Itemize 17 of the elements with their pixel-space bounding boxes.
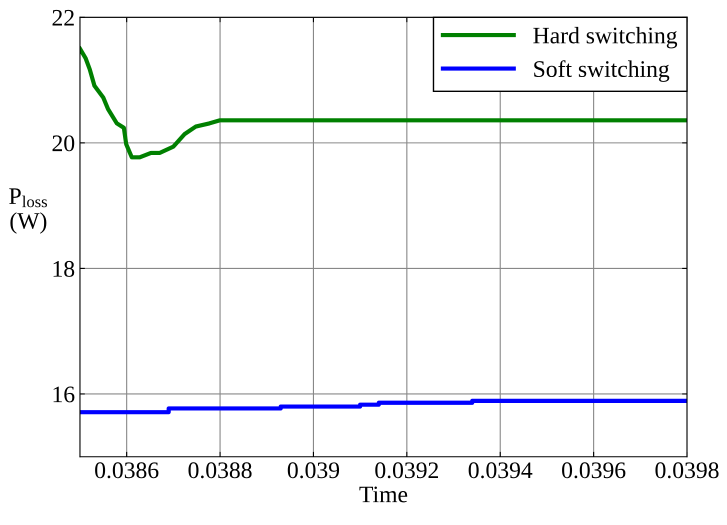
legend-label: Hard switching xyxy=(533,26,678,48)
x-tick-label: 0.0398 xyxy=(655,462,719,478)
y-tick-label: 16 xyxy=(54,386,74,402)
y-tick-label: 22 xyxy=(52,10,74,26)
line-series xyxy=(80,398,688,414)
x-tick-label: 0.0394 xyxy=(468,462,532,478)
x-tick-label: 0.0386 xyxy=(95,462,158,478)
y-tick-label: 20 xyxy=(52,135,74,152)
x-tick-label: 0.039 xyxy=(288,462,340,478)
y-tick-label: 18 xyxy=(54,260,74,277)
line-series xyxy=(80,46,688,160)
y-axis-title: P$_{loss}$ (W) xyxy=(9,188,47,234)
x-axis-title: Time xyxy=(359,486,408,502)
x-tick-label: 0.0396 xyxy=(562,462,626,478)
x-tick-label: 0.0392 xyxy=(375,462,438,478)
x-tick-label: 0.0388 xyxy=(188,462,252,478)
legend-label: Soft switching xyxy=(534,60,670,82)
